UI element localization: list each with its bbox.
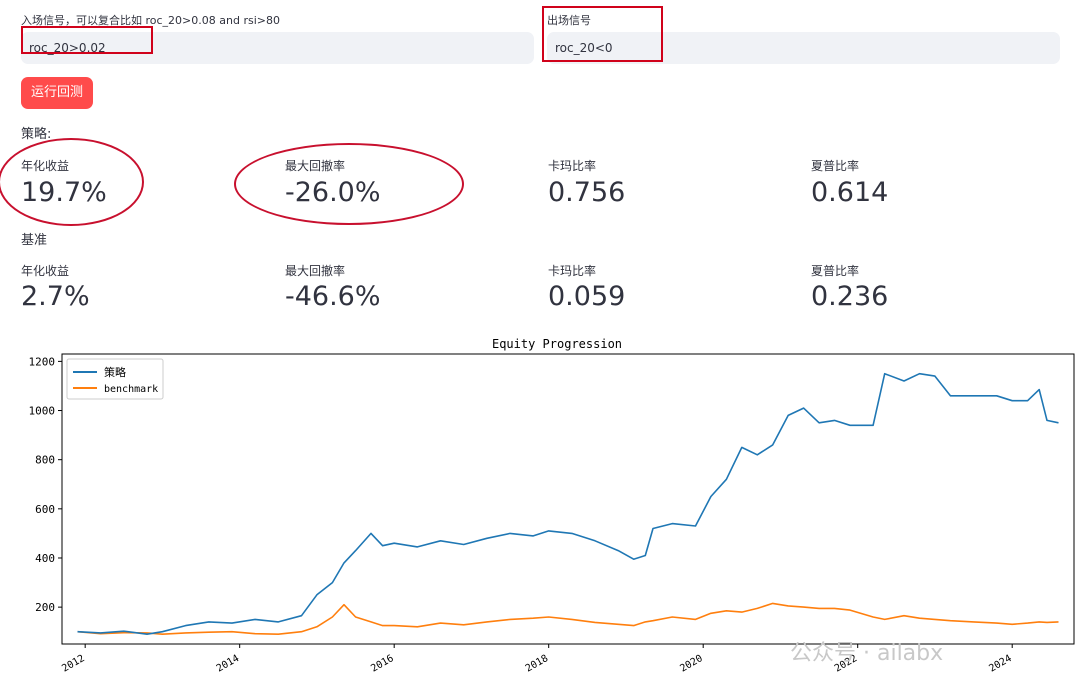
plot-area — [61, 353, 1075, 645]
benchmark-section-title: 基准 — [21, 233, 48, 248]
x-tick-label: 2016 — [369, 653, 395, 675]
max-drawdown-highlight-ellipse — [234, 143, 464, 225]
y-tick-label: 600 — [35, 503, 55, 516]
benchmark-max-drawdown-label: 最大回撤率 — [285, 264, 346, 278]
y-tick-label: 1200 — [29, 355, 56, 368]
strategy-section-title: 策略: — [21, 127, 52, 142]
entry-signal-label: 入场信号，可以复合比如 roc_20>0.08 and rsi>80 — [21, 14, 280, 27]
run-backtest-button[interactable]: 运行回测 — [21, 77, 93, 109]
exit-highlight-box — [542, 6, 663, 62]
strategy-sharpe-label: 夏普比率 — [811, 159, 860, 173]
chart-title: Equity Progression — [492, 337, 622, 351]
y-tick-label: 400 — [35, 552, 55, 565]
exit-signal-input[interactable]: roc_20<0 — [547, 32, 1060, 64]
y-axis: 200 400 600 800 1000 1200 — [29, 355, 62, 614]
x-tick-label: 2020 — [678, 653, 704, 675]
legend: 策略 benchmark — [66, 358, 164, 400]
benchmark-max-drawdown-value: -46.6% — [285, 281, 381, 312]
benchmark-sharpe-label: 夏普比率 — [811, 264, 860, 278]
x-tick-label: 2012 — [60, 653, 86, 675]
strategy-calmar-label: 卡玛比率 — [548, 159, 597, 173]
benchmark-calmar-value: 0.059 — [548, 281, 626, 312]
benchmark-annual-return-label: 年化收益 — [21, 264, 70, 278]
benchmark-annual-return-value: 2.7% — [21, 281, 90, 312]
watermark: 公众号 · ailabx — [790, 641, 944, 666]
y-tick-label: 200 — [35, 601, 55, 614]
benchmark-sharpe-value: 0.236 — [811, 281, 889, 312]
x-tick-label: 2014 — [215, 653, 241, 675]
y-tick-label: 1000 — [29, 405, 56, 418]
x-tick-label: 2024 — [987, 653, 1013, 675]
series-lines — [77, 372, 1059, 636]
exit-signal-label: 出场信号 — [547, 14, 591, 27]
strategy-sharpe-value: 0.614 — [811, 177, 889, 208]
x-tick-label: 2018 — [524, 653, 550, 675]
entry-signal-input[interactable]: roc_20>0.02 — [21, 32, 534, 64]
equity-chart: Equity Progression 20040060080010001200 … — [29, 337, 1075, 675]
annual-return-highlight-ellipse — [0, 138, 144, 226]
series-line-strategy — [77, 372, 1059, 636]
benchmark-calmar-label: 卡玛比率 — [548, 264, 597, 278]
y-tick-label: 800 — [35, 454, 55, 467]
legend-label-benchmark: benchmark — [104, 384, 158, 395]
legend-label-strategy: 策略 — [104, 365, 126, 379]
series-line-benchmark — [77, 602, 1059, 636]
entry-highlight-box — [21, 26, 153, 54]
strategy-calmar-value: 0.756 — [548, 177, 626, 208]
